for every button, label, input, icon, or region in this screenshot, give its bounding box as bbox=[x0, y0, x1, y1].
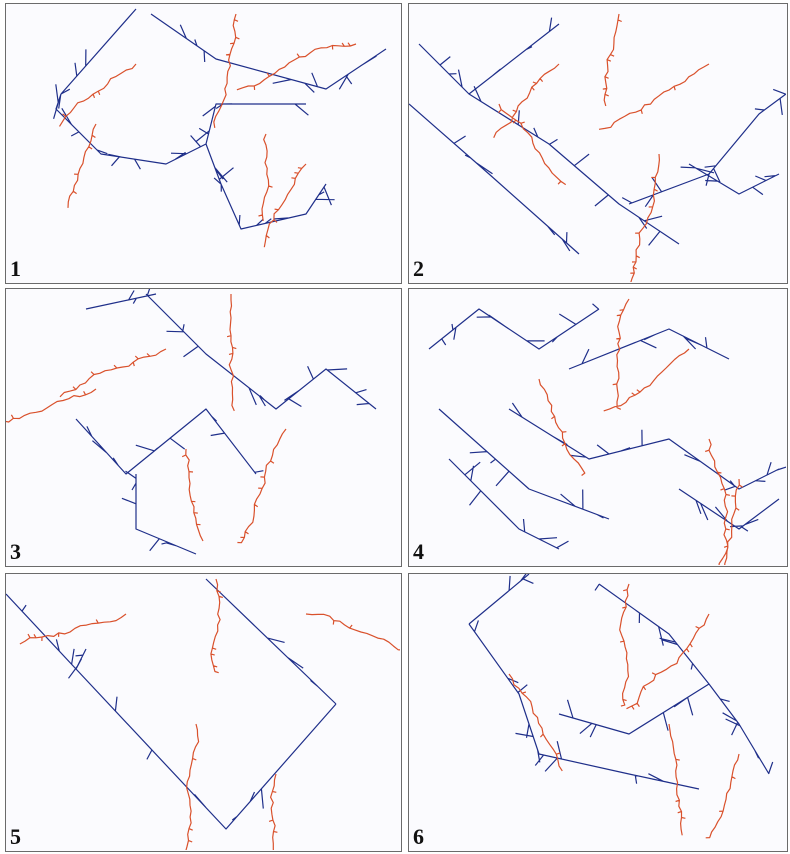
page: 1 2 3 4 5 6 (() => { const data = JSON.p… bbox=[0, 0, 790, 854]
panel-label: 6 bbox=[413, 824, 424, 850]
road-network bbox=[54, 9, 386, 229]
panel-label: 1 bbox=[10, 256, 21, 282]
panel-label: 5 bbox=[10, 824, 21, 850]
road-network bbox=[6, 579, 336, 829]
panel: 2 bbox=[408, 3, 788, 284]
network bbox=[409, 574, 786, 850]
stream-network bbox=[539, 299, 743, 565]
panel: 5 bbox=[5, 573, 402, 852]
stream-network bbox=[509, 584, 739, 838]
stream-network bbox=[20, 579, 400, 850]
road-network bbox=[429, 304, 786, 549]
road-network bbox=[76, 289, 376, 554]
road-network bbox=[469, 574, 773, 789]
panel: 4 bbox=[408, 288, 788, 567]
panel-label: 4 bbox=[413, 539, 424, 565]
road-network bbox=[409, 18, 786, 254]
panel: 6 bbox=[408, 573, 788, 852]
network bbox=[409, 4, 786, 282]
panel-label: 2 bbox=[413, 256, 424, 282]
panel-label: 3 bbox=[10, 539, 21, 565]
network bbox=[6, 574, 400, 850]
panel: 3 bbox=[5, 288, 402, 567]
stream-network bbox=[60, 14, 357, 247]
panel: 1 bbox=[5, 3, 402, 284]
stream-network bbox=[6, 294, 286, 543]
network bbox=[6, 289, 400, 565]
network bbox=[6, 4, 400, 282]
network bbox=[409, 289, 786, 565]
